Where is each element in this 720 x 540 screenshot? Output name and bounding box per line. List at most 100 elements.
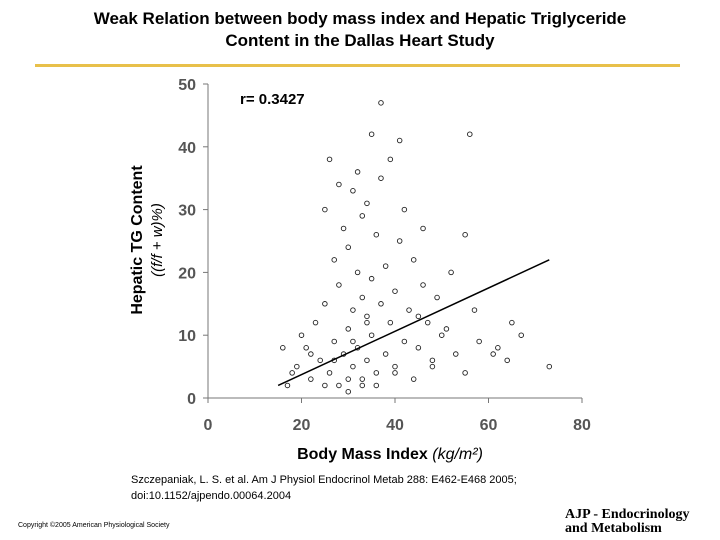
data-point [462, 370, 468, 376]
data-point [490, 351, 496, 357]
data-point [350, 188, 356, 194]
data-point [331, 257, 337, 263]
x-tick-label: 20 [293, 417, 311, 434]
data-point [368, 332, 375, 338]
data-point [336, 382, 342, 389]
journal-logo-line-1: AJP - Endocrinology [565, 507, 690, 522]
y-axis-label-units: ((f/f + w)%) [149, 203, 166, 277]
data-point [420, 282, 426, 288]
data-point [359, 376, 366, 382]
data-point [364, 200, 370, 207]
data-point [392, 363, 398, 370]
data-point [434, 294, 440, 301]
data-point [518, 332, 524, 338]
data-point [410, 257, 417, 263]
x-tick-label: 80 [573, 417, 591, 434]
data-point [308, 376, 314, 382]
data-point [439, 332, 445, 338]
data-point [378, 175, 384, 181]
title-divider [35, 64, 680, 67]
slide-title-line-2: Content in the Dallas Heart Study [225, 31, 495, 50]
y-tick-label: 20 [178, 265, 196, 282]
data-point [289, 370, 295, 376]
data-point [322, 382, 328, 389]
y-axis-label: Hepatic TG Content [129, 165, 146, 315]
data-point [373, 370, 380, 376]
data-point [504, 357, 510, 364]
citation: Szczepaniak, L. S. et al. Am J Physiol E… [131, 472, 517, 504]
data-point [354, 269, 361, 276]
data-point [364, 313, 370, 320]
data-point [471, 307, 478, 313]
data-point [396, 238, 403, 244]
data-point [326, 156, 333, 163]
data-point [373, 382, 380, 389]
data-point [280, 345, 286, 351]
data-point [396, 137, 403, 144]
y-tick-label: 50 [178, 77, 196, 94]
data-point [448, 269, 454, 276]
data-point [284, 382, 291, 389]
data-point [340, 225, 347, 232]
data-point [415, 345, 422, 351]
data-point [378, 100, 384, 106]
data-point [424, 319, 431, 326]
data-point [373, 231, 380, 238]
data-point [322, 301, 328, 307]
copyright: Copyright ©2005 American Physiological S… [18, 522, 170, 529]
data-point [350, 363, 356, 370]
y-tick-label: 0 [187, 391, 196, 408]
data-point [415, 313, 422, 320]
data-point [312, 319, 319, 326]
data-point [410, 376, 417, 382]
data-point [467, 131, 473, 137]
correlation-annotation: r= 0.3427 [240, 91, 305, 108]
data-point [392, 370, 398, 376]
data-point [378, 301, 384, 307]
slide-title: Weak Relation between body mass index an… [20, 8, 700, 52]
data-point [350, 307, 356, 313]
plot-area: 0 10 20 30 40 50 0 20 40 60 80 [178, 77, 591, 434]
data-point [326, 370, 333, 376]
data-point [345, 244, 352, 251]
regression-line [277, 259, 550, 387]
data-point [345, 326, 352, 332]
data-point [382, 351, 389, 357]
data-point [429, 363, 436, 370]
data-point [392, 288, 398, 294]
data-point [495, 345, 501, 351]
citation-line-2: doi:10.1152/ajpendo.00064.2004 [131, 490, 292, 502]
data-point [331, 338, 337, 345]
y-tick-label: 30 [178, 203, 196, 220]
data-point [359, 382, 366, 389]
data-point [364, 319, 370, 326]
data-point [443, 326, 450, 332]
data-point [317, 357, 323, 364]
journal-logo-line-2: and Metabolism [565, 521, 662, 536]
x-tick-label: 0 [204, 417, 213, 434]
data-point [453, 351, 459, 357]
data-point [303, 345, 309, 351]
data-point [336, 181, 342, 188]
data-point [345, 376, 352, 382]
data-point [368, 275, 375, 282]
data-point [462, 231, 468, 238]
data-point [401, 206, 408, 213]
data-point [429, 357, 436, 364]
journal-logo: AJP - Endocrinology and Metabolism [565, 508, 689, 536]
data-point [406, 307, 412, 313]
data-point [308, 351, 314, 357]
x-axis-label: Body Mass Index (kg/m²) [297, 446, 483, 463]
x-axis-label-text: Body Mass Index [297, 446, 428, 463]
data-point [368, 131, 375, 137]
data-point [387, 156, 394, 163]
data-point [359, 213, 366, 219]
data-point [336, 282, 342, 288]
data-point [364, 357, 370, 364]
data-point [322, 206, 328, 213]
y-tick-label: 40 [178, 140, 196, 157]
x-tick-label: 60 [480, 417, 498, 434]
slide-title-line-1: Weak Relation between body mass index an… [93, 9, 627, 28]
x-tick-label: 40 [386, 417, 404, 434]
